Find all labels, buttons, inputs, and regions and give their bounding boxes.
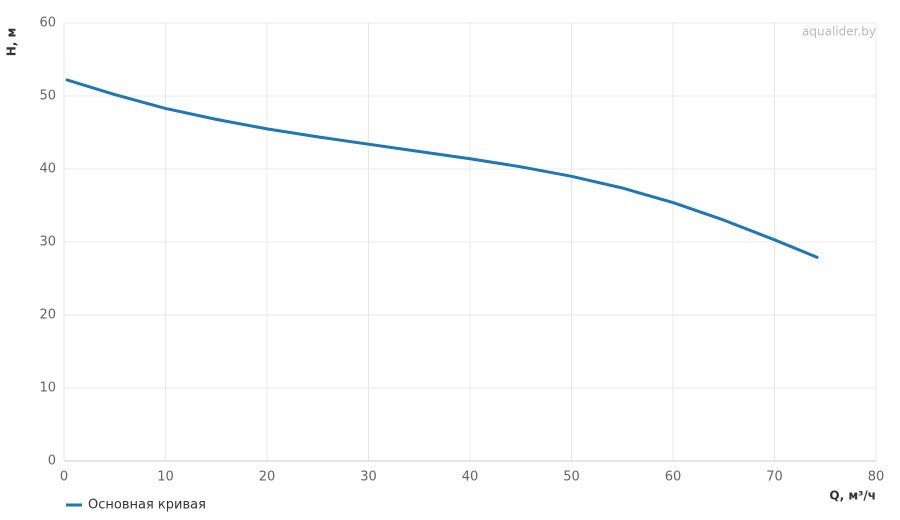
y-tick-label: 40 <box>39 162 56 177</box>
x-axis-label: Q, м³/ч <box>829 489 876 503</box>
x-tick-label: 10 <box>157 470 174 485</box>
x-tick-label: 20 <box>259 470 276 485</box>
y-axis-label: H, м <box>5 28 19 57</box>
y-tick-label: 20 <box>39 308 56 323</box>
data-line <box>65 78 819 259</box>
x-tick-label: 30 <box>360 470 377 485</box>
x-tick-label: 60 <box>665 470 682 485</box>
y-tick-label: 10 <box>39 381 56 396</box>
y-tick-label: 60 <box>39 16 56 31</box>
x-tick-label: 80 <box>868 470 885 485</box>
y-tick-label: 50 <box>39 89 56 104</box>
x-tick-label: 40 <box>462 470 479 485</box>
watermark: aqualider.by <box>802 25 876 39</box>
x-tick-label: 0 <box>60 470 68 485</box>
y-tick-label: 30 <box>39 235 56 250</box>
y-tick-label: 0 <box>48 454 56 469</box>
x-tick-label: 50 <box>563 470 580 485</box>
legend-label: Основная кривая <box>88 498 206 513</box>
x-tick-label: 70 <box>766 470 783 485</box>
